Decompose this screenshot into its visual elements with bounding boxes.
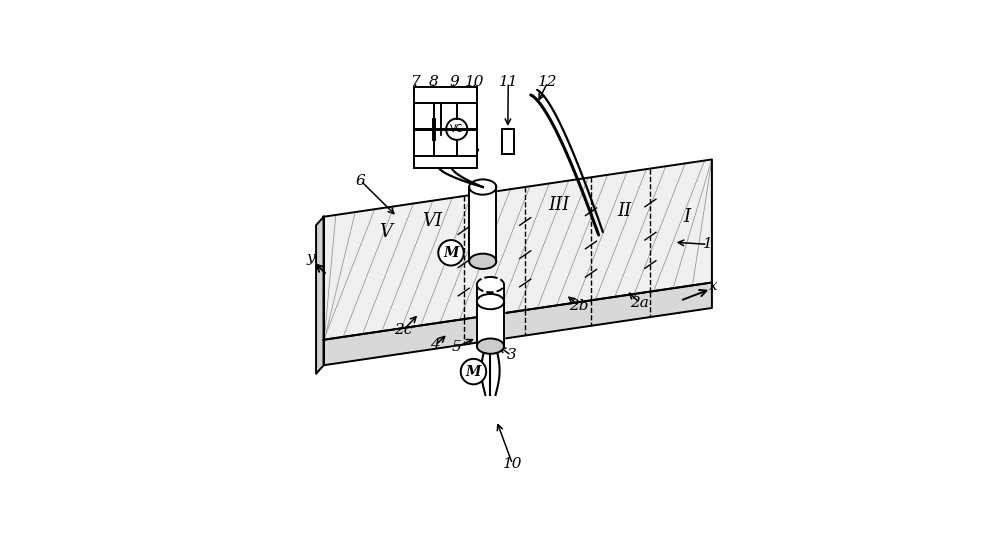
FancyBboxPatch shape bbox=[502, 129, 514, 154]
Circle shape bbox=[446, 118, 467, 140]
Text: 7: 7 bbox=[410, 75, 420, 89]
Text: 3: 3 bbox=[506, 348, 516, 363]
Polygon shape bbox=[477, 285, 504, 346]
Circle shape bbox=[461, 359, 486, 385]
Text: VI: VI bbox=[422, 212, 442, 230]
Polygon shape bbox=[469, 187, 496, 261]
Text: 12: 12 bbox=[538, 75, 557, 89]
Text: 10: 10 bbox=[503, 457, 522, 471]
Text: 8: 8 bbox=[428, 75, 438, 89]
Text: 2a: 2a bbox=[630, 296, 649, 310]
Text: I: I bbox=[683, 208, 690, 226]
Text: II: II bbox=[617, 202, 631, 220]
Circle shape bbox=[438, 240, 464, 266]
Text: y: y bbox=[307, 251, 315, 266]
Text: 10: 10 bbox=[465, 75, 484, 89]
Text: 2c: 2c bbox=[394, 323, 413, 337]
Polygon shape bbox=[316, 217, 324, 374]
Ellipse shape bbox=[477, 277, 504, 292]
Text: III: III bbox=[548, 196, 570, 214]
Ellipse shape bbox=[477, 338, 504, 354]
Text: M: M bbox=[443, 246, 459, 260]
Text: 5: 5 bbox=[452, 341, 461, 354]
Text: 1: 1 bbox=[703, 237, 713, 251]
Text: 6: 6 bbox=[356, 174, 365, 188]
Text: 11: 11 bbox=[499, 75, 518, 89]
Text: VC: VC bbox=[450, 125, 463, 134]
Text: 9: 9 bbox=[449, 75, 459, 89]
Text: V: V bbox=[379, 224, 392, 241]
Polygon shape bbox=[324, 159, 712, 340]
Text: M: M bbox=[466, 365, 481, 379]
Text: 4: 4 bbox=[430, 338, 440, 352]
Text: 2b: 2b bbox=[569, 299, 589, 313]
Ellipse shape bbox=[469, 180, 496, 195]
Polygon shape bbox=[324, 283, 712, 365]
Text: x: x bbox=[709, 279, 717, 293]
Ellipse shape bbox=[477, 294, 504, 309]
FancyBboxPatch shape bbox=[414, 88, 477, 168]
Ellipse shape bbox=[469, 253, 496, 269]
